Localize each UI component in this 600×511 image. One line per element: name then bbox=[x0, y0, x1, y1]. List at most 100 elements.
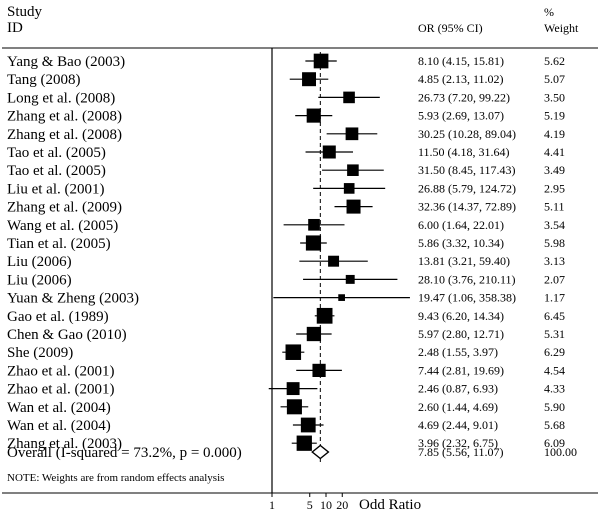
study-or-ci: 30.25 (10.28, 89.04) bbox=[418, 127, 516, 141]
study-row: Zhang et al. (2008) 30.25 (10.28, 89.04) 4… bbox=[7, 127, 565, 143]
study-name: Gao et al. (1989) bbox=[7, 309, 109, 325]
study-row: Zhang et al. (2008) 5.93 (2.69, 13.07) 5.1… bbox=[7, 108, 565, 125]
study-weight: 4.41 bbox=[544, 145, 565, 159]
header-study: Study bbox=[7, 4, 43, 20]
study-name: Tao et al. (2005) bbox=[7, 163, 106, 179]
study-or-ci: 5.97 (2.80, 12.71) bbox=[418, 327, 504, 341]
study-weight: 5.90 bbox=[544, 400, 565, 414]
study-weight: 4.54 bbox=[544, 363, 565, 377]
study-row: Gao et al. (1989) 9.43 (6.20, 14.34) 6.45 bbox=[7, 307, 565, 325]
weight-box bbox=[285, 344, 302, 360]
header-percent: % bbox=[544, 5, 554, 19]
weights-note: NOTE: Weights are from random effects an… bbox=[7, 472, 224, 484]
study-row: Tang (2008) 4.85 (2.13, 11.02) 5.07 bbox=[7, 72, 565, 88]
overall-or-ci: 7.85 (5.56, 11.07) bbox=[418, 445, 504, 459]
weight-box bbox=[305, 235, 322, 251]
study-row: Wan et al. (2004) 2.60 (1.44, 4.69) 5.90 bbox=[7, 399, 565, 416]
study-or-ci: 13.81 (3.21, 59.40) bbox=[418, 254, 510, 268]
x-tick-label: 5 bbox=[307, 498, 313, 511]
study-weight: 1.17 bbox=[544, 291, 565, 305]
weight-box bbox=[306, 108, 321, 123]
weight-box bbox=[345, 274, 355, 284]
study-name: She (2009) bbox=[7, 345, 73, 361]
study-or-ci: 31.50 (8.45, 117.43) bbox=[418, 163, 516, 177]
study-or-ci: 3.96 (2.32, 6.75) bbox=[418, 436, 498, 450]
weight-box bbox=[328, 255, 340, 267]
weight-box bbox=[286, 399, 302, 415]
study-or-ci: 4.69 (2.44, 9.01) bbox=[418, 418, 498, 432]
study-row: She (2009) 2.48 (1.55, 3.97) 6.29 bbox=[7, 344, 565, 361]
study-weight: 5.62 bbox=[544, 54, 565, 68]
study-name: Tian et al. (2005) bbox=[7, 236, 111, 252]
study-or-ci: 8.10 (4.15, 15.81) bbox=[418, 54, 504, 68]
weight-box bbox=[346, 199, 361, 214]
weight-box bbox=[302, 72, 317, 87]
weight-box bbox=[312, 363, 326, 378]
weight-box bbox=[308, 218, 320, 231]
study-or-ci: 2.46 (0.87, 6.93) bbox=[418, 382, 498, 396]
x-tick-label: 20 bbox=[336, 498, 348, 511]
study-row: Liu (2006) 28.10 (3.76, 210.11) 2.07 bbox=[7, 272, 565, 288]
study-or-ci: 11.50 (4.18, 31.64) bbox=[418, 145, 510, 159]
study-row: Zhang et al. (2009) 32.36 (14.37, 72.89) 5… bbox=[7, 199, 565, 216]
study-weight: 4.33 bbox=[544, 382, 565, 396]
study-or-ci: 9.43 (6.20, 14.34) bbox=[418, 309, 504, 323]
x-tick-label: 1 bbox=[269, 498, 275, 511]
weight-box bbox=[296, 435, 312, 451]
study-row: Liu (2006) 13.81 (3.21, 59.40) 3.13 bbox=[7, 254, 565, 270]
study-name: Zhang et al. (2008) bbox=[7, 109, 122, 125]
study-weight: 5.98 bbox=[544, 236, 565, 250]
study-weight: 6.29 bbox=[544, 345, 565, 359]
overall-diamond bbox=[311, 444, 330, 460]
study-or-ci: 4.85 (2.13, 11.02) bbox=[418, 72, 504, 86]
study-name: Wan et al. (2004) bbox=[7, 400, 111, 416]
study-or-ci: 2.60 (1.44, 4.69) bbox=[418, 400, 498, 414]
study-name: Zhang et al. (2009) bbox=[7, 200, 122, 216]
weight-box bbox=[343, 183, 355, 194]
study-name: Liu et al. (2001) bbox=[7, 181, 104, 197]
study-or-ci: 28.10 (3.76, 210.11) bbox=[418, 272, 516, 286]
study-name: Wan et al. (2004) bbox=[7, 418, 111, 434]
study-or-ci: 26.73 (7.20, 99.22) bbox=[418, 90, 510, 104]
study-weight: 3.49 bbox=[544, 163, 565, 177]
study-name: Long et al. (2008) bbox=[7, 90, 115, 106]
study-row: Yang & Bao (2003) 8.10 (4.15, 15.81) 5.62 bbox=[7, 53, 565, 70]
study-name: Yang & Bao (2003) bbox=[7, 54, 125, 70]
weight-box bbox=[347, 164, 359, 176]
study-row: Wan et al. (2004) 4.69 (2.44, 9.01) 5.68 bbox=[7, 417, 565, 434]
study-row: Liu et al. (2001) 26.88 (5.79, 124.72) 2.9… bbox=[7, 181, 565, 197]
study-weight: 5.07 bbox=[544, 72, 565, 86]
overall-row: Overall (I-squared = 73.2%, p = 0.000) 7.… bbox=[7, 444, 577, 461]
study-row: Chen & Gao (2010) 5.97 (2.80, 12.71) 5.31 bbox=[7, 326, 565, 343]
study-name: Wang et al. (2005) bbox=[7, 218, 118, 234]
study-or-ci: 2.48 (1.55, 3.97) bbox=[418, 345, 498, 359]
header-id: ID bbox=[7, 20, 23, 36]
study-name: Zhao et al. (2001) bbox=[7, 363, 114, 379]
study-row: Zhao et al. (2001) 2.46 (0.87, 6.93) 4.33 bbox=[7, 382, 565, 398]
study-row: Long et al. (2008) 26.73 (7.20, 99.22) 3.5… bbox=[7, 90, 565, 106]
weight-box bbox=[338, 294, 345, 301]
study-row: Zhang et al. (2003) 3.96 (2.32, 6.75) 6.09 bbox=[7, 435, 565, 452]
study-or-ci: 32.36 (14.37, 72.89) bbox=[418, 200, 516, 214]
study-name: Zhang et al. (2003) bbox=[7, 436, 122, 452]
study-weight: 5.11 bbox=[544, 200, 565, 214]
study-name: Chen & Gao (2010) bbox=[7, 327, 127, 343]
study-or-ci: 5.93 (2.69, 13.07) bbox=[418, 109, 504, 123]
weight-box bbox=[322, 145, 336, 159]
study-weight: 3.54 bbox=[544, 218, 565, 232]
x-axis-label: Odd Ratio bbox=[359, 497, 421, 511]
study-weight: 2.95 bbox=[544, 181, 565, 195]
study-weight: 3.13 bbox=[544, 254, 565, 268]
study-weight: 5.19 bbox=[544, 109, 565, 123]
study-or-ci: 26.88 (5.79, 124.72) bbox=[418, 181, 516, 195]
study-row: Tao et al. (2005) 31.50 (8.45, 117.43) 3.4… bbox=[7, 163, 565, 179]
overall-label: Overall (I-squared = 73.2%, p = 0.000) bbox=[7, 445, 242, 461]
study-weight: 6.45 bbox=[544, 309, 565, 323]
study-row: Zhao et al. (2001) 7.44 (2.81, 19.69) 4.54 bbox=[7, 363, 565, 379]
header-weight: Weight bbox=[544, 21, 579, 35]
x-axis: 1 5 10 20 Odd Ratio bbox=[269, 493, 421, 511]
study-name: Tao et al. (2005) bbox=[7, 145, 106, 161]
study-or-ci: 6.00 (1.64, 22.01) bbox=[418, 218, 504, 232]
study-weight: 4.19 bbox=[544, 127, 565, 141]
weight-box bbox=[316, 307, 333, 324]
